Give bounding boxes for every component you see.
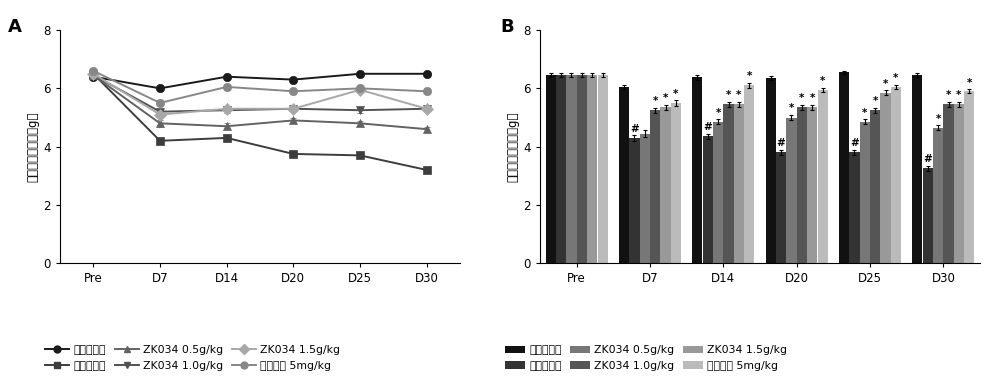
Text: *: * bbox=[956, 90, 962, 100]
Bar bbox=[692, 77, 702, 263]
Text: *: * bbox=[820, 76, 825, 86]
Bar bbox=[587, 75, 597, 263]
Bar bbox=[556, 75, 566, 263]
Text: *: * bbox=[747, 71, 752, 81]
Bar bbox=[818, 90, 828, 263]
Bar bbox=[870, 110, 880, 263]
Bar bbox=[776, 153, 786, 263]
Bar bbox=[923, 168, 933, 263]
Bar bbox=[713, 122, 723, 263]
Bar bbox=[734, 105, 744, 263]
Bar bbox=[891, 87, 901, 263]
Text: #: # bbox=[630, 124, 639, 134]
Text: *: * bbox=[653, 96, 658, 106]
Bar bbox=[766, 78, 776, 263]
Y-axis label: 机械痛缩足阈値（g）: 机械痛缩足阈値（g） bbox=[506, 111, 519, 182]
Text: #: # bbox=[850, 138, 859, 149]
Text: *: * bbox=[810, 93, 815, 103]
Bar bbox=[703, 136, 713, 263]
Text: B: B bbox=[500, 18, 514, 36]
Y-axis label: 机械痛缩足阈値（g）: 机械痛缩足阈値（g） bbox=[26, 111, 39, 182]
Bar bbox=[619, 87, 629, 263]
Bar bbox=[880, 93, 891, 263]
Text: *: * bbox=[967, 78, 972, 88]
Bar bbox=[943, 105, 954, 263]
Text: *: * bbox=[946, 90, 951, 100]
Text: *: * bbox=[862, 108, 867, 118]
Text: #: # bbox=[703, 122, 712, 132]
Text: A: A bbox=[8, 18, 22, 36]
Bar bbox=[629, 138, 640, 263]
Text: *: * bbox=[935, 114, 941, 124]
Bar bbox=[660, 107, 671, 263]
Text: *: * bbox=[799, 93, 805, 103]
Bar bbox=[744, 85, 754, 263]
Bar bbox=[598, 75, 608, 263]
Text: *: * bbox=[789, 103, 794, 114]
Legend: 正常对照组, 模型对照组, ZK034 0.5g/kg, ZK034 1.0g/kg, ZK034 1.5g/kg, 普瑞巴林 5mg/kg: 正常对照组, 模型对照组, ZK034 0.5g/kg, ZK034 1.0g/… bbox=[45, 345, 340, 371]
Text: *: * bbox=[736, 90, 742, 100]
Bar bbox=[954, 105, 964, 263]
Bar bbox=[786, 118, 797, 263]
Bar bbox=[566, 75, 577, 263]
Legend: 正常对照组, 模型对照组, ZK034 0.5g/kg, ZK034 1.0g/kg, ZK034 1.5g/kg, 普瑞巴林 5mg/kg: 正常对照组, 模型对照组, ZK034 0.5g/kg, ZK034 1.0g/… bbox=[505, 345, 787, 371]
Text: *: * bbox=[873, 96, 878, 106]
Bar bbox=[912, 75, 922, 263]
Text: #: # bbox=[777, 138, 785, 149]
Bar bbox=[640, 133, 650, 263]
Bar bbox=[546, 75, 556, 263]
Bar bbox=[807, 107, 817, 263]
Text: *: * bbox=[893, 73, 899, 83]
Text: *: * bbox=[726, 90, 731, 100]
Text: *: * bbox=[673, 89, 679, 99]
Bar bbox=[577, 75, 587, 263]
Bar bbox=[671, 103, 681, 263]
Bar bbox=[860, 122, 870, 263]
Bar bbox=[839, 72, 849, 263]
Bar bbox=[933, 128, 943, 263]
Text: *: * bbox=[883, 79, 888, 89]
Bar bbox=[650, 110, 660, 263]
Text: *: * bbox=[715, 108, 721, 118]
Bar bbox=[849, 153, 860, 263]
Text: #: # bbox=[923, 155, 932, 164]
Text: *: * bbox=[663, 93, 668, 103]
Bar bbox=[964, 91, 974, 263]
Bar bbox=[723, 105, 734, 263]
Bar bbox=[797, 107, 807, 263]
